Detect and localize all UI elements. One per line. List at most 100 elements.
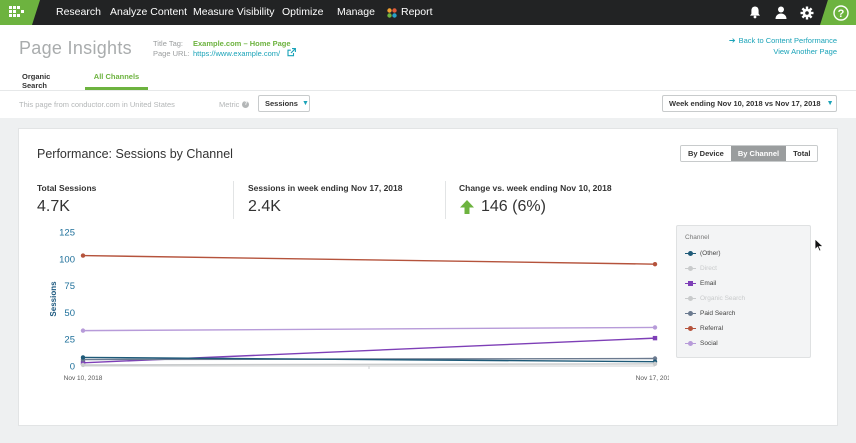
chart-legend: Channel (Other) Direct Email Organic Search… [676, 225, 811, 358]
legend-label: Organic Search [700, 295, 746, 302]
external-link-icon[interactable] [287, 48, 296, 57]
nav-research[interactable]: Research [56, 6, 101, 18]
legend-item[interactable]: Paid Search [685, 310, 735, 317]
legend-item[interactable]: Organic Search [685, 295, 745, 302]
toggle-total[interactable]: Total [786, 146, 818, 161]
stat-change-group: 146 (6%) [459, 198, 546, 216]
legend-item[interactable]: (Other) [685, 250, 721, 257]
legend-item[interactable]: Email [685, 280, 716, 287]
toggle-by-channel[interactable]: By Channel [730, 146, 787, 161]
mouse-cursor-icon [814, 238, 824, 252]
title-tag-value: Example.com – Home Page [193, 39, 291, 48]
user-icon[interactable] [768, 0, 794, 25]
nav-analyze-content[interactable]: Analyze Content [110, 6, 188, 18]
legend-label: Email [700, 280, 717, 287]
legend-label: Paid Search [700, 310, 736, 317]
series-line [82, 326, 656, 332]
legend-item[interactable]: Social [685, 340, 718, 347]
y-tick-label: 125 [59, 228, 75, 239]
up-arrow-icon [460, 200, 474, 214]
metric-select-value: Sessions [265, 99, 298, 108]
nav-measure-visibility[interactable]: Measure Visibility [193, 6, 275, 18]
data-point [80, 362, 86, 368]
page-url-link[interactable]: https://www.example.com/ [193, 49, 281, 58]
chevron-down-icon: ▼ [301, 100, 309, 107]
page-title: Page Insights [19, 38, 132, 58]
legend-item[interactable]: Direct [685, 265, 717, 272]
card-title: Performance: Sessions by Channel [37, 147, 233, 161]
info-icon: ? [242, 101, 250, 108]
top-nav: Research Analyze Content Measure Visibil… [0, 0, 856, 25]
data-point [80, 355, 86, 360]
week-range-value: Week ending Nov 10, 2018 vs Nov 17, 2018 [669, 99, 821, 108]
legend-marker-icon [685, 296, 696, 301]
series-line [82, 356, 656, 363]
week-range-select[interactable]: Week ending Nov 10, 2018 vs Nov 17, 2018… [662, 95, 837, 112]
legend-label: Direct [700, 265, 717, 272]
stat-week-sessions-label: Sessions in week ending Nov 17, 2018 [248, 183, 403, 193]
stat-divider [233, 181, 234, 219]
title-tag-label: Title Tag: [153, 39, 184, 48]
nav-manage[interactable]: Manage [337, 6, 375, 18]
nav-optimize[interactable]: Optimize [282, 6, 324, 18]
legend-marker-icon [685, 266, 696, 271]
series-line [82, 254, 656, 265]
sessions-line-chart: 0 25 50 75 100 125 Sessions Nov 10, 2018 Nov 17,… [49, 228, 669, 383]
back-link-label: Back to Content Performance [738, 36, 837, 45]
data-point [652, 361, 658, 367]
nav-report[interactable]: Report [387, 0, 433, 25]
metric-label: Metric [219, 100, 240, 109]
y-tick-label: 50 [64, 308, 75, 319]
legend-marker-icon [685, 281, 696, 286]
legend-marker-icon [685, 326, 696, 331]
legend-label: Social [700, 340, 718, 347]
tab-organic-search[interactable]: Organic Search [22, 72, 51, 90]
stat-change-label: Change vs. week ending Nov 10, 2018 [459, 183, 612, 193]
filter-bar: This page from conductor.com in United S… [0, 90, 856, 118]
y-tick-label: 0 [70, 362, 75, 373]
nav-report-label: Report [401, 6, 433, 18]
chevron-down-icon: ▼ [826, 100, 834, 107]
page-url-label: Page URL: [153, 49, 190, 58]
legend-marker-icon [685, 341, 696, 346]
source-description: This page from conductor.com in United S… [19, 100, 175, 109]
legend-title: Channel [685, 234, 710, 241]
data-point [80, 253, 86, 258]
legend-label: (Other) [700, 250, 721, 257]
svg-text:?: ? [838, 7, 845, 19]
y-tick-label: 25 [64, 335, 75, 346]
stat-week-sessions-value: 2.4K [248, 198, 281, 215]
back-to-content-performance-link[interactable]: ➔ Back to Content Performance [729, 36, 837, 45]
conductor-logo[interactable] [0, 0, 40, 25]
stat-change-value: 146 (6%) [481, 198, 546, 215]
data-point [652, 325, 658, 330]
legend-item[interactable]: Referral [685, 325, 723, 332]
metric-label-group: Metric ? [219, 100, 250, 109]
data-point [652, 261, 658, 267]
settings-gear-icon[interactable] [794, 0, 820, 25]
stat-divider [445, 181, 446, 219]
x-tick-label: Nov 10, 2018 [64, 375, 103, 382]
y-tick-label: 75 [64, 281, 75, 292]
tab-all-channels[interactable]: All Channels [85, 72, 148, 90]
view-toggle: By Device By Channel Total [680, 145, 819, 162]
data-point [652, 335, 658, 341]
stat-total-sessions-label: Total Sessions [37, 183, 97, 193]
data-point [652, 356, 658, 361]
legend-marker-icon [685, 311, 696, 316]
help-question-icon[interactable]: ? [820, 0, 856, 25]
y-axis-label: Sessions [49, 281, 58, 317]
page-header: Page Insights Title Tag: Example.com – H… [0, 25, 856, 90]
toggle-by-device[interactable]: By Device [681, 146, 731, 161]
x-tick-label: Nov 17, 2018 [636, 375, 669, 382]
legend-marker-icon [685, 251, 696, 256]
series-line [82, 363, 656, 366]
view-another-page-link[interactable]: View Another Page [773, 47, 837, 56]
notifications-bell-icon[interactable] [742, 0, 768, 25]
metric-select[interactable]: Sessions ▼ [258, 95, 310, 112]
legend-label: Referral [700, 325, 724, 332]
report-icon [387, 7, 397, 18]
y-tick-label: 100 [59, 254, 75, 265]
performance-card: Performance: Sessions by Channel By Devi… [18, 128, 838, 426]
stat-total-sessions-value: 4.7K [37, 198, 70, 215]
